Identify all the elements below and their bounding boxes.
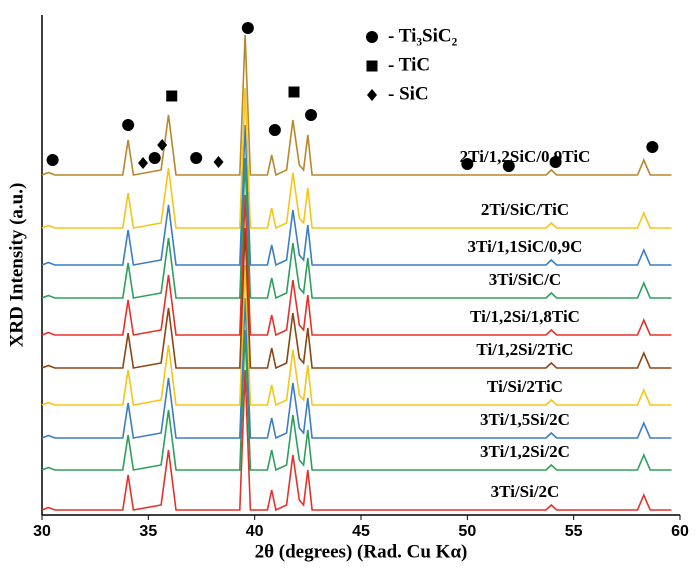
marker-circle (190, 152, 203, 164)
series-label: Ti/1,2Si/1,8TiC (470, 307, 580, 326)
x-tick-label: 45 (352, 523, 370, 540)
spectrum-line (41, 329, 672, 472)
x-tick-label: 60 (671, 523, 689, 540)
marker-diamond (367, 89, 377, 101)
series-label: 3Ti/Si/2C (491, 482, 560, 501)
series-label: 3Ti/1,1SiC/0,9C (468, 237, 583, 256)
marker-circle (268, 124, 281, 136)
x-axis-title: 2θ (degrees) (Rad. Cu Kα) (255, 541, 468, 562)
x-tick-label: 50 (458, 523, 476, 540)
spectrum-line (41, 124, 672, 267)
spectrum-line (41, 194, 672, 337)
marker-square (166, 90, 178, 102)
marker-circle (46, 154, 59, 166)
legend-label: - SiC (388, 83, 429, 104)
marker-circle (461, 158, 474, 170)
marker-circle (646, 141, 659, 153)
spectrum-line (41, 157, 672, 300)
legend-label: - Ti₃SiC₂ (388, 25, 458, 46)
marker-square (288, 86, 300, 98)
x-tick-label: 55 (565, 523, 583, 540)
series-label: 2Ti/1,2SiC/0,9TiC (460, 147, 591, 166)
series-label: Ti/Si/2TiC (487, 377, 563, 396)
y-axis-title: XRD Intensity (a.u.) (6, 183, 27, 348)
marker-circle (241, 22, 254, 34)
marker-diamond (157, 139, 168, 151)
series-label: Ti/1,2Si/2TiC (476, 340, 573, 359)
spectrum-line (41, 264, 672, 407)
marker-circle (148, 152, 161, 164)
series-label: 3Ti/1,5Si/2C (480, 410, 570, 429)
spectrum-line (41, 227, 672, 370)
series-label: 3Ti/1,2Si/2C (480, 442, 570, 461)
marker-circle (502, 160, 515, 172)
x-tick-label: 30 (33, 523, 51, 540)
marker-circle (366, 31, 378, 43)
marker-diamond (213, 156, 224, 168)
marker-circle (549, 156, 562, 168)
spectrum-line (41, 369, 672, 512)
marker-diamond (138, 157, 149, 169)
marker-circle (305, 109, 318, 121)
marker-circle (122, 119, 135, 131)
series-label: 2Ti/SiC/TiC (481, 200, 569, 219)
legend-label: - TiC (388, 54, 430, 75)
x-tick-label: 35 (139, 523, 157, 540)
series-label: 3Ti/SiC/C (489, 270, 561, 289)
spectrum-line (41, 297, 672, 440)
marker-square (366, 60, 378, 72)
spectrum-line (41, 87, 672, 230)
x-tick-label: 40 (246, 523, 264, 540)
spectrum-line (41, 34, 672, 177)
